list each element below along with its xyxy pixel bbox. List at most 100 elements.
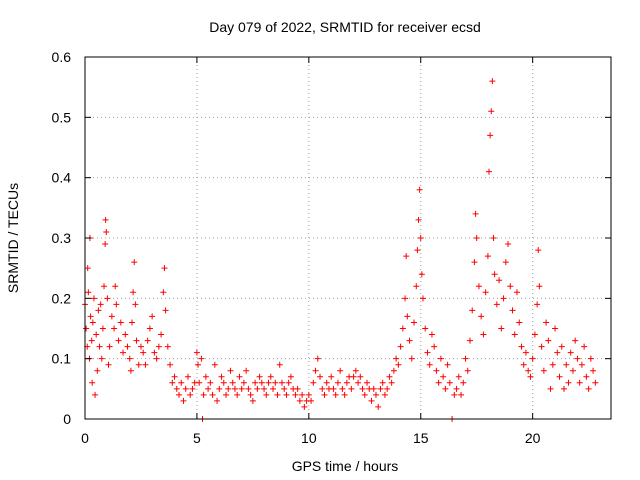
data-point <box>254 385 261 392</box>
data-point <box>451 391 458 398</box>
data-point <box>240 379 247 386</box>
data-point <box>305 391 312 398</box>
data-point <box>490 235 497 241</box>
data-point <box>126 355 133 362</box>
data-point <box>247 391 254 398</box>
data-point <box>498 325 505 332</box>
data-point <box>361 391 368 398</box>
x-tick-label: 20 <box>525 430 541 446</box>
data-point <box>258 379 265 386</box>
data-point <box>422 325 429 332</box>
data-point <box>88 337 95 344</box>
data-point <box>124 343 131 350</box>
data-point <box>274 391 281 398</box>
data-point <box>381 391 388 398</box>
data-point <box>160 289 167 296</box>
data-point <box>89 319 96 326</box>
data-point <box>131 259 138 266</box>
data-point <box>171 373 178 380</box>
data-point <box>328 373 335 380</box>
data-point <box>209 391 216 398</box>
data-point <box>469 307 476 314</box>
data-point <box>505 241 512 248</box>
data-point <box>543 319 550 326</box>
data-point <box>301 403 308 410</box>
data-point <box>462 355 469 362</box>
data-point <box>535 247 542 254</box>
data-point <box>111 325 118 332</box>
data-point <box>554 349 561 356</box>
data-point <box>590 367 597 374</box>
data-point <box>234 391 241 398</box>
data-point <box>182 385 189 392</box>
data-point <box>414 247 421 254</box>
x-tick-label: 15 <box>413 430 429 446</box>
data-point <box>332 391 339 398</box>
data-point <box>187 391 194 398</box>
data-point <box>455 373 462 380</box>
data-point <box>473 235 480 241</box>
data-point <box>261 385 268 392</box>
data-point <box>545 337 552 344</box>
data-point <box>534 301 541 308</box>
data-point <box>458 391 465 398</box>
chart-title: Day 079 of 2022, SRMTID for receiver ecs… <box>209 19 481 35</box>
data-point <box>442 385 449 392</box>
data-point <box>132 301 139 308</box>
data-point <box>549 361 556 368</box>
y-axis-label: SRMTID / TECUs <box>5 183 21 293</box>
data-point <box>516 319 523 326</box>
data-point <box>94 367 101 374</box>
data-point <box>103 228 110 235</box>
data-point <box>560 385 567 392</box>
data-point <box>426 361 433 368</box>
data-point <box>243 367 250 374</box>
data-point <box>211 361 218 368</box>
data-point <box>359 385 366 392</box>
data-point <box>466 337 473 344</box>
data-point <box>493 301 500 308</box>
data-point <box>472 210 479 217</box>
data-point <box>428 331 435 338</box>
data-point <box>99 325 106 332</box>
data-point <box>162 307 169 314</box>
data-point <box>249 397 256 404</box>
data-point <box>112 283 119 290</box>
data-point <box>437 355 444 362</box>
data-point <box>446 379 453 386</box>
data-point <box>513 289 520 296</box>
data-point <box>529 355 536 362</box>
data-point <box>348 385 355 392</box>
data-point <box>229 379 236 386</box>
data-point <box>265 379 272 386</box>
data-point <box>397 343 404 350</box>
data-point <box>500 295 507 302</box>
data-point <box>418 271 425 278</box>
data-point <box>89 379 96 386</box>
data-point <box>214 397 221 404</box>
data-point <box>84 265 91 272</box>
x-tick-label: 10 <box>301 430 317 446</box>
data-point <box>200 391 207 398</box>
data-point <box>587 355 594 362</box>
data-point <box>245 385 252 392</box>
data-point <box>416 186 423 193</box>
y-tick-label: 0.3 <box>52 230 72 246</box>
data-point <box>399 325 406 332</box>
data-point <box>296 397 303 404</box>
data-point <box>404 313 411 320</box>
data-point <box>525 367 532 374</box>
data-point <box>406 337 413 344</box>
data-point <box>130 289 137 296</box>
data-point <box>97 301 104 308</box>
plot-frame <box>84 56 612 420</box>
data-point <box>238 385 245 392</box>
data-point <box>491 271 498 278</box>
data-point <box>581 343 588 350</box>
data-point <box>87 313 94 320</box>
data-point <box>578 361 585 368</box>
data-point <box>276 361 283 368</box>
data-point <box>538 343 545 350</box>
data-point <box>193 349 200 356</box>
data-point <box>281 385 288 392</box>
